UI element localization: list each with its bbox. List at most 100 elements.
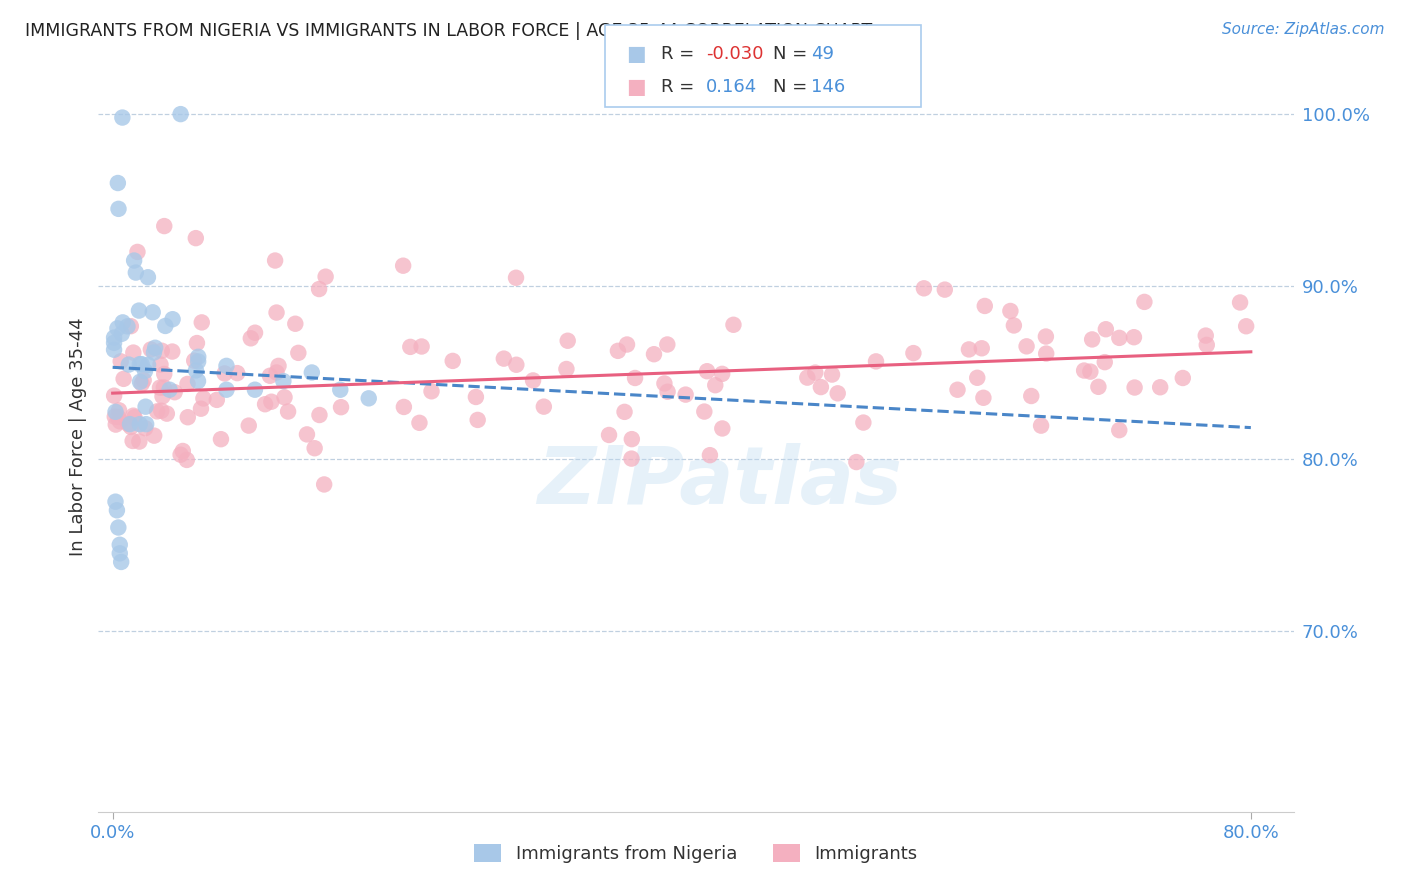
Point (156, 407, 179, 421)
Point (129, 375, 152, 389)
Point (675, 387, 697, 401)
Point (117, 319, 139, 334)
Point (845, 455, 868, 469)
Point (266, 305, 288, 319)
Point (142, 305, 165, 319)
Point (657, 384, 679, 399)
Point (308, 408, 330, 422)
Point (1108, 331, 1130, 345)
Point (169, 107, 191, 121)
Point (111, 326, 134, 341)
Point (108, 538, 131, 552)
Point (122, 409, 145, 423)
Point (112, 372, 135, 386)
Point (505, 270, 527, 285)
Point (238, 418, 260, 433)
Point (131, 376, 153, 391)
Point (135, 400, 157, 414)
Point (1171, 371, 1194, 385)
Point (136, 358, 159, 372)
Point (392, 400, 415, 414)
Point (128, 434, 150, 449)
Point (107, 176, 129, 190)
Point (972, 391, 994, 405)
Point (810, 380, 832, 394)
Point (654, 376, 676, 391)
Point (934, 283, 956, 297)
Point (1123, 380, 1146, 394)
Point (411, 339, 433, 353)
Point (699, 448, 721, 462)
Point (796, 370, 818, 384)
Point (108, 414, 131, 428)
Point (643, 347, 665, 361)
Point (970, 341, 993, 355)
Point (492, 351, 515, 366)
Point (143, 428, 166, 442)
Point (131, 357, 153, 371)
Point (107, 202, 129, 216)
Point (1081, 333, 1104, 347)
Point (121, 434, 143, 448)
Point (1229, 295, 1251, 310)
Text: 146: 146 (811, 78, 845, 95)
Point (209, 432, 232, 446)
Point (330, 400, 353, 414)
Point (1035, 329, 1057, 343)
Point (505, 358, 527, 372)
Point (103, 335, 125, 350)
Point (314, 477, 336, 491)
Point (162, 312, 184, 326)
Point (149, 381, 172, 395)
Point (111, 315, 134, 329)
Point (966, 371, 988, 385)
Point (693, 404, 716, 418)
Point (1035, 346, 1057, 360)
Point (103, 330, 125, 344)
Point (315, 269, 337, 284)
Point (176, 453, 198, 467)
Point (1234, 319, 1257, 334)
Point (1073, 363, 1095, 377)
Point (243, 326, 266, 340)
Point (187, 374, 209, 388)
Point (128, 303, 150, 318)
Point (110, 354, 132, 368)
Point (1149, 380, 1171, 394)
Point (259, 368, 281, 383)
Point (620, 451, 643, 466)
Point (215, 383, 238, 397)
Point (957, 343, 980, 357)
Text: R =: R = (661, 78, 700, 95)
Point (155, 318, 177, 333)
Point (616, 337, 638, 351)
Point (150, 343, 173, 358)
Point (973, 299, 995, 313)
Point (1029, 418, 1052, 433)
Point (184, 363, 207, 377)
Point (176, 376, 198, 391)
Point (153, 367, 176, 381)
Point (152, 389, 174, 403)
Point (287, 346, 309, 360)
Point (1019, 389, 1042, 403)
Point (420, 384, 443, 399)
Point (1000, 304, 1022, 318)
Point (1094, 355, 1116, 369)
Point (1080, 365, 1102, 379)
Point (408, 416, 430, 430)
Point (1195, 338, 1218, 352)
Point (284, 317, 307, 331)
Point (108, 403, 131, 417)
Point (464, 390, 486, 404)
Point (139, 343, 162, 357)
Text: -0.030: -0.030 (706, 45, 763, 63)
Point (150, 403, 173, 417)
Point (105, 503, 128, 517)
Point (704, 378, 727, 392)
Point (172, 444, 194, 458)
Point (108, 546, 131, 560)
Point (557, 334, 579, 348)
Point (187, 350, 209, 364)
Point (522, 374, 544, 388)
